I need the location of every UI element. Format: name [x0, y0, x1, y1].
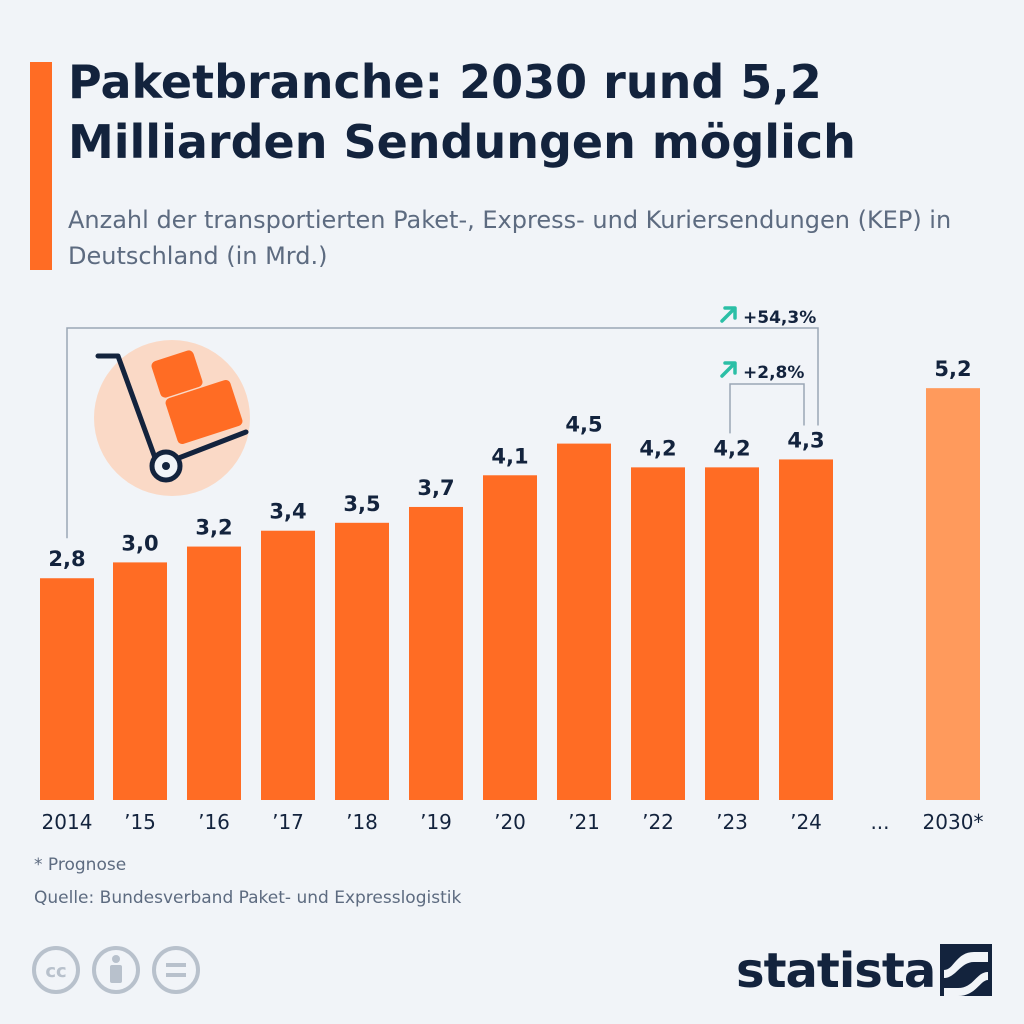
- category-label-9: ’23: [716, 810, 748, 834]
- chart-title: Paketbranche: 2030 rund 5,2 Milliarden S…: [68, 55, 856, 169]
- category-label-6: ’20: [494, 810, 526, 834]
- category-label-10: ’24: [790, 810, 822, 834]
- hand-truck-icon: [94, 340, 250, 496]
- trend-arrow-icon-total: [720, 306, 737, 323]
- value-label-7: 4,5: [565, 413, 602, 437]
- bar-4: [335, 522, 389, 800]
- value-label-2: 3,2: [195, 516, 232, 540]
- bar-9: [705, 467, 759, 800]
- bar-0: [40, 578, 94, 800]
- category-label-1: ’15: [124, 810, 156, 834]
- bar-7: [557, 443, 611, 800]
- title-accent-bar: [30, 62, 52, 270]
- bar-8: [631, 467, 685, 800]
- chart-subtitle: Anzahl der transportierten Paket-, Expre…: [68, 206, 952, 270]
- footnote: * Prognose: [34, 855, 127, 875]
- value-label-5: 3,7: [417, 476, 454, 500]
- growth-bracket-total: [66, 327, 819, 539]
- bar-chart: +54,3% +2,8% 2,8 2014 3,0 ’15 3,2 ’16 3,4 ’17 3,5…: [40, 306, 984, 834]
- value-label-10: 4,3: [787, 428, 824, 452]
- bar-11: [926, 388, 980, 800]
- attribution-icon: [92, 946, 140, 994]
- category-label-7: ’21: [568, 810, 600, 834]
- value-label-4: 3,5: [343, 492, 380, 516]
- value-label-1: 3,0: [121, 531, 158, 555]
- bar-1: [113, 562, 167, 800]
- source-note: Quelle: Bundesverband Paket- und Express…: [34, 888, 462, 908]
- value-label-8: 4,2: [639, 436, 676, 460]
- category-label-3: ’17: [272, 810, 304, 834]
- bar-6: [483, 475, 537, 800]
- value-label-0: 2,8: [48, 547, 85, 571]
- value-label-9: 4,2: [713, 436, 750, 460]
- category-label-5: ’19: [420, 810, 452, 834]
- category-label-8: ’22: [642, 810, 674, 834]
- value-label-11: 5,2: [934, 357, 971, 381]
- category-label-0: 2014: [42, 810, 93, 834]
- statista-logo-text: statista: [736, 943, 936, 999]
- bar-10: [779, 459, 833, 800]
- value-label-3: 3,4: [269, 500, 306, 524]
- growth-bracket-yoy: [729, 383, 805, 434]
- value-label-6: 4,1: [491, 444, 528, 468]
- svg-text:cc: cc: [45, 961, 66, 982]
- bar-2: [187, 546, 241, 800]
- bar-5: [409, 506, 463, 800]
- category-label-11: 2030*: [923, 810, 984, 834]
- trend-arrow-icon-yoy: [720, 361, 737, 378]
- license-icons: cc: [32, 946, 200, 994]
- bar-3: [261, 530, 315, 800]
- category-label-4: ’18: [346, 810, 378, 834]
- axis-gap-label: ...: [870, 810, 889, 834]
- no-derivatives-icon: [152, 946, 200, 994]
- growth-label-total: +54,3%: [743, 308, 816, 328]
- statista-logo-mark: [940, 944, 992, 996]
- cc-icon: cc: [32, 946, 80, 994]
- growth-label-yoy: +2,8%: [743, 363, 804, 383]
- category-label-2: ’16: [198, 810, 230, 834]
